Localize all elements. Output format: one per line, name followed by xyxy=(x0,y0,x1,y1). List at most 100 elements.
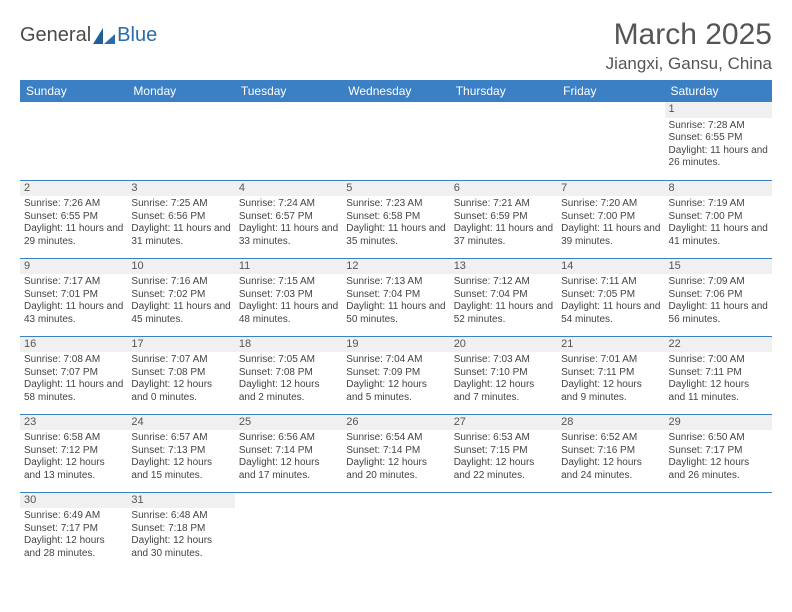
calendar-week-row: 30Sunrise: 6:49 AMSunset: 7:17 PMDayligh… xyxy=(20,492,772,570)
sunset-text: Sunset: 7:04 PM xyxy=(454,289,553,302)
day-number: 25 xyxy=(235,415,342,431)
sunrise-text: Sunrise: 6:49 AM xyxy=(24,510,123,523)
title-block: March 2025 Jiangxi, Gansu, China xyxy=(606,18,772,74)
day-number: 14 xyxy=(557,259,664,275)
day-number xyxy=(20,102,127,104)
day-number: 31 xyxy=(127,493,234,509)
day-number: 9 xyxy=(20,259,127,275)
calendar-day-cell: 30Sunrise: 6:49 AMSunset: 7:17 PMDayligh… xyxy=(20,492,127,570)
sunrise-text: Sunrise: 7:09 AM xyxy=(669,276,768,289)
day-number: 27 xyxy=(450,415,557,431)
day-number: 1 xyxy=(665,102,772,118)
daylight-text: Daylight: 11 hours and 45 minutes. xyxy=(131,301,230,326)
month-title: March 2025 xyxy=(606,18,772,52)
sunset-text: Sunset: 7:14 PM xyxy=(239,445,338,458)
day-number: 7 xyxy=(557,181,664,197)
day-number: 13 xyxy=(450,259,557,275)
sunrise-text: Sunrise: 7:03 AM xyxy=(454,354,553,367)
calendar-day-cell xyxy=(235,492,342,570)
daylight-text: Daylight: 12 hours and 15 minutes. xyxy=(131,457,230,482)
calendar-day-cell: 19Sunrise: 7:04 AMSunset: 7:09 PMDayligh… xyxy=(342,336,449,414)
day-number: 3 xyxy=(127,181,234,197)
sunrise-text: Sunrise: 7:21 AM xyxy=(454,198,553,211)
daylight-text: Daylight: 11 hours and 35 minutes. xyxy=(346,223,445,248)
sunset-text: Sunset: 7:18 PM xyxy=(131,523,230,536)
sunrise-text: Sunrise: 7:08 AM xyxy=(24,354,123,367)
sunrise-text: Sunrise: 6:50 AM xyxy=(669,432,768,445)
calendar-day-cell: 4Sunrise: 7:24 AMSunset: 6:57 PMDaylight… xyxy=(235,180,342,258)
sunrise-text: Sunrise: 6:48 AM xyxy=(131,510,230,523)
sunset-text: Sunset: 7:06 PM xyxy=(669,289,768,302)
calendar-day-cell: 11Sunrise: 7:15 AMSunset: 7:03 PMDayligh… xyxy=(235,258,342,336)
calendar-week-row: 1Sunrise: 7:28 AMSunset: 6:55 PMDaylight… xyxy=(20,102,772,180)
calendar-day-cell: 18Sunrise: 7:05 AMSunset: 7:08 PMDayligh… xyxy=(235,336,342,414)
sunset-text: Sunset: 7:10 PM xyxy=(454,367,553,380)
calendar-day-cell xyxy=(450,492,557,570)
calendar-day-cell: 10Sunrise: 7:16 AMSunset: 7:02 PMDayligh… xyxy=(127,258,234,336)
sunrise-text: Sunrise: 7:07 AM xyxy=(131,354,230,367)
day-number xyxy=(342,493,449,495)
day-number: 19 xyxy=(342,337,449,353)
calendar-day-cell: 27Sunrise: 6:53 AMSunset: 7:15 PMDayligh… xyxy=(450,414,557,492)
sunset-text: Sunset: 6:58 PM xyxy=(346,211,445,224)
sunrise-text: Sunrise: 7:01 AM xyxy=(561,354,660,367)
day-number: 8 xyxy=(665,181,772,197)
daylight-text: Daylight: 12 hours and 2 minutes. xyxy=(239,379,338,404)
day-number xyxy=(665,493,772,495)
sunset-text: Sunset: 7:17 PM xyxy=(669,445,768,458)
sunset-text: Sunset: 7:03 PM xyxy=(239,289,338,302)
weekday-header: Sunday xyxy=(20,80,127,102)
calendar-day-cell xyxy=(342,102,449,180)
daylight-text: Daylight: 12 hours and 20 minutes. xyxy=(346,457,445,482)
calendar-day-cell: 24Sunrise: 6:57 AMSunset: 7:13 PMDayligh… xyxy=(127,414,234,492)
sunset-text: Sunset: 7:15 PM xyxy=(454,445,553,458)
sunset-text: Sunset: 6:56 PM xyxy=(131,211,230,224)
daylight-text: Daylight: 11 hours and 52 minutes. xyxy=(454,301,553,326)
day-number xyxy=(127,102,234,104)
sunset-text: Sunset: 7:13 PM xyxy=(131,445,230,458)
day-number: 23 xyxy=(20,415,127,431)
sunrise-text: Sunrise: 7:23 AM xyxy=(346,198,445,211)
daylight-text: Daylight: 11 hours and 58 minutes. xyxy=(24,379,123,404)
day-number: 4 xyxy=(235,181,342,197)
calendar-day-cell: 23Sunrise: 6:58 AMSunset: 7:12 PMDayligh… xyxy=(20,414,127,492)
daylight-text: Daylight: 11 hours and 50 minutes. xyxy=(346,301,445,326)
weekday-header: Tuesday xyxy=(235,80,342,102)
calendar-day-cell: 3Sunrise: 7:25 AMSunset: 6:56 PMDaylight… xyxy=(127,180,234,258)
daylight-text: Daylight: 12 hours and 11 minutes. xyxy=(669,379,768,404)
sunset-text: Sunset: 7:09 PM xyxy=(346,367,445,380)
day-number: 30 xyxy=(20,493,127,509)
weekday-header: Saturday xyxy=(665,80,772,102)
calendar-day-cell: 21Sunrise: 7:01 AMSunset: 7:11 PMDayligh… xyxy=(557,336,664,414)
sunset-text: Sunset: 7:00 PM xyxy=(561,211,660,224)
day-number: 5 xyxy=(342,181,449,197)
daylight-text: Daylight: 12 hours and 26 minutes. xyxy=(669,457,768,482)
calendar-day-cell: 16Sunrise: 7:08 AMSunset: 7:07 PMDayligh… xyxy=(20,336,127,414)
daylight-text: Daylight: 12 hours and 0 minutes. xyxy=(131,379,230,404)
sunset-text: Sunset: 7:00 PM xyxy=(669,211,768,224)
day-number: 21 xyxy=(557,337,664,353)
daylight-text: Daylight: 11 hours and 48 minutes. xyxy=(239,301,338,326)
logo: General Blue xyxy=(20,24,157,47)
day-number: 28 xyxy=(557,415,664,431)
day-number: 12 xyxy=(342,259,449,275)
day-number xyxy=(235,102,342,104)
calendar-day-cell xyxy=(557,102,664,180)
weekday-header: Monday xyxy=(127,80,234,102)
day-number xyxy=(342,102,449,104)
calendar-day-cell: 31Sunrise: 6:48 AMSunset: 7:18 PMDayligh… xyxy=(127,492,234,570)
sunset-text: Sunset: 6:55 PM xyxy=(669,132,768,145)
sunrise-text: Sunrise: 7:05 AM xyxy=(239,354,338,367)
sunrise-text: Sunrise: 7:16 AM xyxy=(131,276,230,289)
daylight-text: Daylight: 12 hours and 22 minutes. xyxy=(454,457,553,482)
sunset-text: Sunset: 6:57 PM xyxy=(239,211,338,224)
day-number: 22 xyxy=(665,337,772,353)
daylight-text: Daylight: 12 hours and 28 minutes. xyxy=(24,535,123,560)
sunset-text: Sunset: 7:16 PM xyxy=(561,445,660,458)
weekday-header-row: Sunday Monday Tuesday Wednesday Thursday… xyxy=(20,80,772,102)
sunrise-text: Sunrise: 7:11 AM xyxy=(561,276,660,289)
day-number xyxy=(557,493,664,495)
calendar-day-cell: 29Sunrise: 6:50 AMSunset: 7:17 PMDayligh… xyxy=(665,414,772,492)
daylight-text: Daylight: 11 hours and 39 minutes. xyxy=(561,223,660,248)
sunrise-text: Sunrise: 7:25 AM xyxy=(131,198,230,211)
